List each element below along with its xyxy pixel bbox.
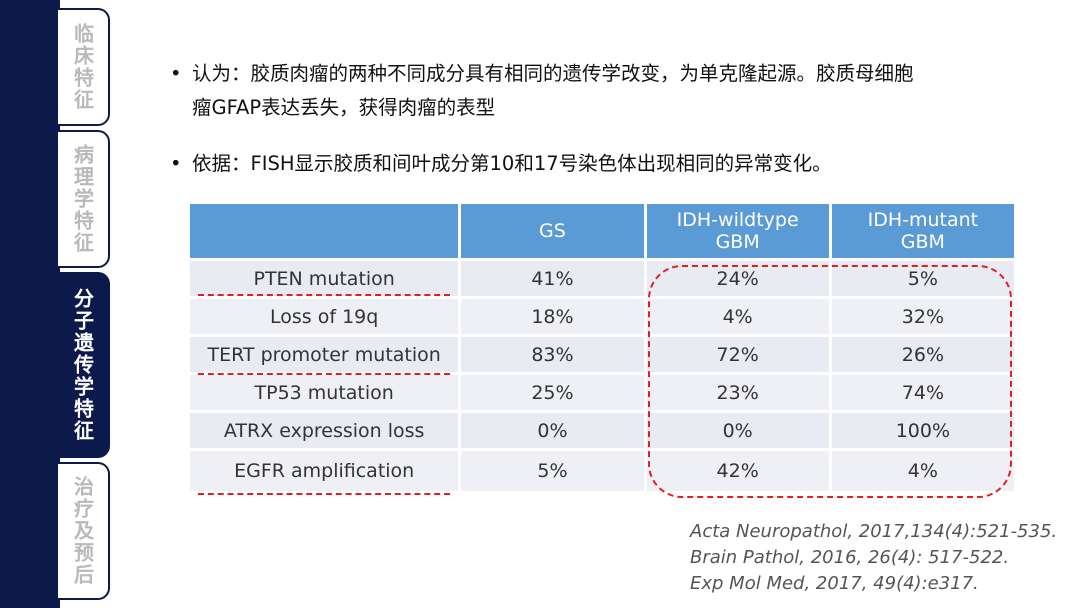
table-header-blank — [190, 204, 459, 258]
row-label: TERT promoter mutation — [190, 337, 459, 372]
cell-gs: 5% — [461, 451, 644, 491]
cell-idh-mutant: 4% — [831, 451, 1014, 491]
table-row: TERT promoter mutation 83% 72% 26% — [190, 337, 1014, 372]
tab-pathology-features[interactable]: 病理学特征 — [58, 130, 110, 268]
cell-idh-wildtype: 72% — [646, 337, 829, 372]
bullet-dot: • — [170, 152, 182, 175]
row-label: PTEN mutation — [190, 261, 459, 296]
cell-idh-wildtype: 0% — [646, 413, 829, 448]
cell-gs: 0% — [461, 413, 644, 448]
row-label: EGFR amplification — [190, 451, 459, 491]
tert-highlight-underline — [198, 373, 450, 375]
bullet-text: 依据：FISH显示胶质和间叶成分第10和17号染色体出现相同的异常变化。 — [192, 152, 832, 175]
reference-item: Acta Neuropathol, 2017,134(4):521-535. — [690, 521, 1058, 542]
table-header-idh-wildtype: IDH-wildtype GBM — [646, 204, 829, 258]
table-row: Loss of 19q 18% 4% 32% — [190, 299, 1014, 334]
cell-idh-mutant: 74% — [831, 375, 1014, 410]
tab-molecular-genetics[interactable]: 分子遗传学特征 — [58, 272, 110, 458]
references: Acta Neuropathol, 2017,134(4):521-535. B… — [690, 519, 1057, 597]
cell-gs: 25% — [461, 375, 644, 410]
cell-gs: 18% — [461, 299, 644, 334]
section-sidebar: 临床特征 病理学特征 分子遗传学特征 治疗及预后 — [0, 0, 113, 608]
row-label: Loss of 19q — [190, 299, 459, 334]
table-row: PTEN mutation 41% 24% 5% — [190, 261, 1014, 296]
table-row: TP53 mutation 25% 23% 74% — [190, 375, 1014, 410]
bullet-text: 认为：胶质肉瘤的两种不同成分具有相同的遗传学改变，为单克隆起源。胶质母细胞 瘤G… — [192, 62, 914, 119]
sidebar-bar — [0, 0, 60, 608]
cell-gs: 83% — [461, 337, 644, 372]
cell-idh-wildtype: 23% — [646, 375, 829, 410]
reference-item: Brain Pathol, 2016, 26(4): 517-522. — [690, 547, 1010, 568]
cell-gs: 41% — [461, 261, 644, 296]
reference-item: Exp Mol Med, 2017, 49(4):e317. — [690, 573, 979, 594]
egfr-highlight-underline — [198, 493, 450, 495]
table-header-idh-mutant: IDH-mutant GBM — [831, 204, 1014, 258]
bullet-dot: • — [170, 62, 182, 85]
tab-clinical-features[interactable]: 临床特征 — [58, 8, 110, 126]
cell-idh-wildtype: 42% — [646, 451, 829, 491]
table-row: EGFR amplification 5% 42% 4% — [190, 451, 1014, 491]
comparison-table: GS IDH-wildtype GBM IDH-mutant GBM PTEN … — [187, 201, 1017, 494]
cell-idh-wildtype: 24% — [646, 261, 829, 296]
table-header-row: GS IDH-wildtype GBM IDH-mutant GBM — [190, 204, 1014, 258]
cell-idh-wildtype: 4% — [646, 299, 829, 334]
row-label: ATRX expression loss — [190, 413, 459, 448]
cell-idh-mutant: 26% — [831, 337, 1014, 372]
tab-treatment-prognosis[interactable]: 治疗及预后 — [58, 462, 110, 600]
table-row: ATRX expression loss 0% 0% 100% — [190, 413, 1014, 448]
table-header-gs: GS — [461, 204, 644, 258]
pten-highlight-underline — [198, 294, 450, 296]
tab-label: 临床特征 — [70, 23, 95, 111]
cell-idh-mutant: 5% — [831, 261, 1014, 296]
cell-idh-mutant: 100% — [831, 413, 1014, 448]
bullet-conclusion: • 认为：胶质肉瘤的两种不同成分具有相同的遗传学改变，为单克隆起源。胶质母细胞 … — [170, 57, 1050, 127]
tab-label: 病理学特征 — [70, 144, 95, 254]
row-label: TP53 mutation — [190, 375, 459, 410]
tab-label: 治疗及预后 — [70, 476, 95, 586]
cell-idh-mutant: 32% — [831, 299, 1014, 334]
bullet-evidence: • 依据：FISH显示胶质和间叶成分第10和17号染色体出现相同的异常变化。 — [170, 147, 1050, 181]
tab-label: 分子遗传学特征 — [70, 288, 95, 442]
